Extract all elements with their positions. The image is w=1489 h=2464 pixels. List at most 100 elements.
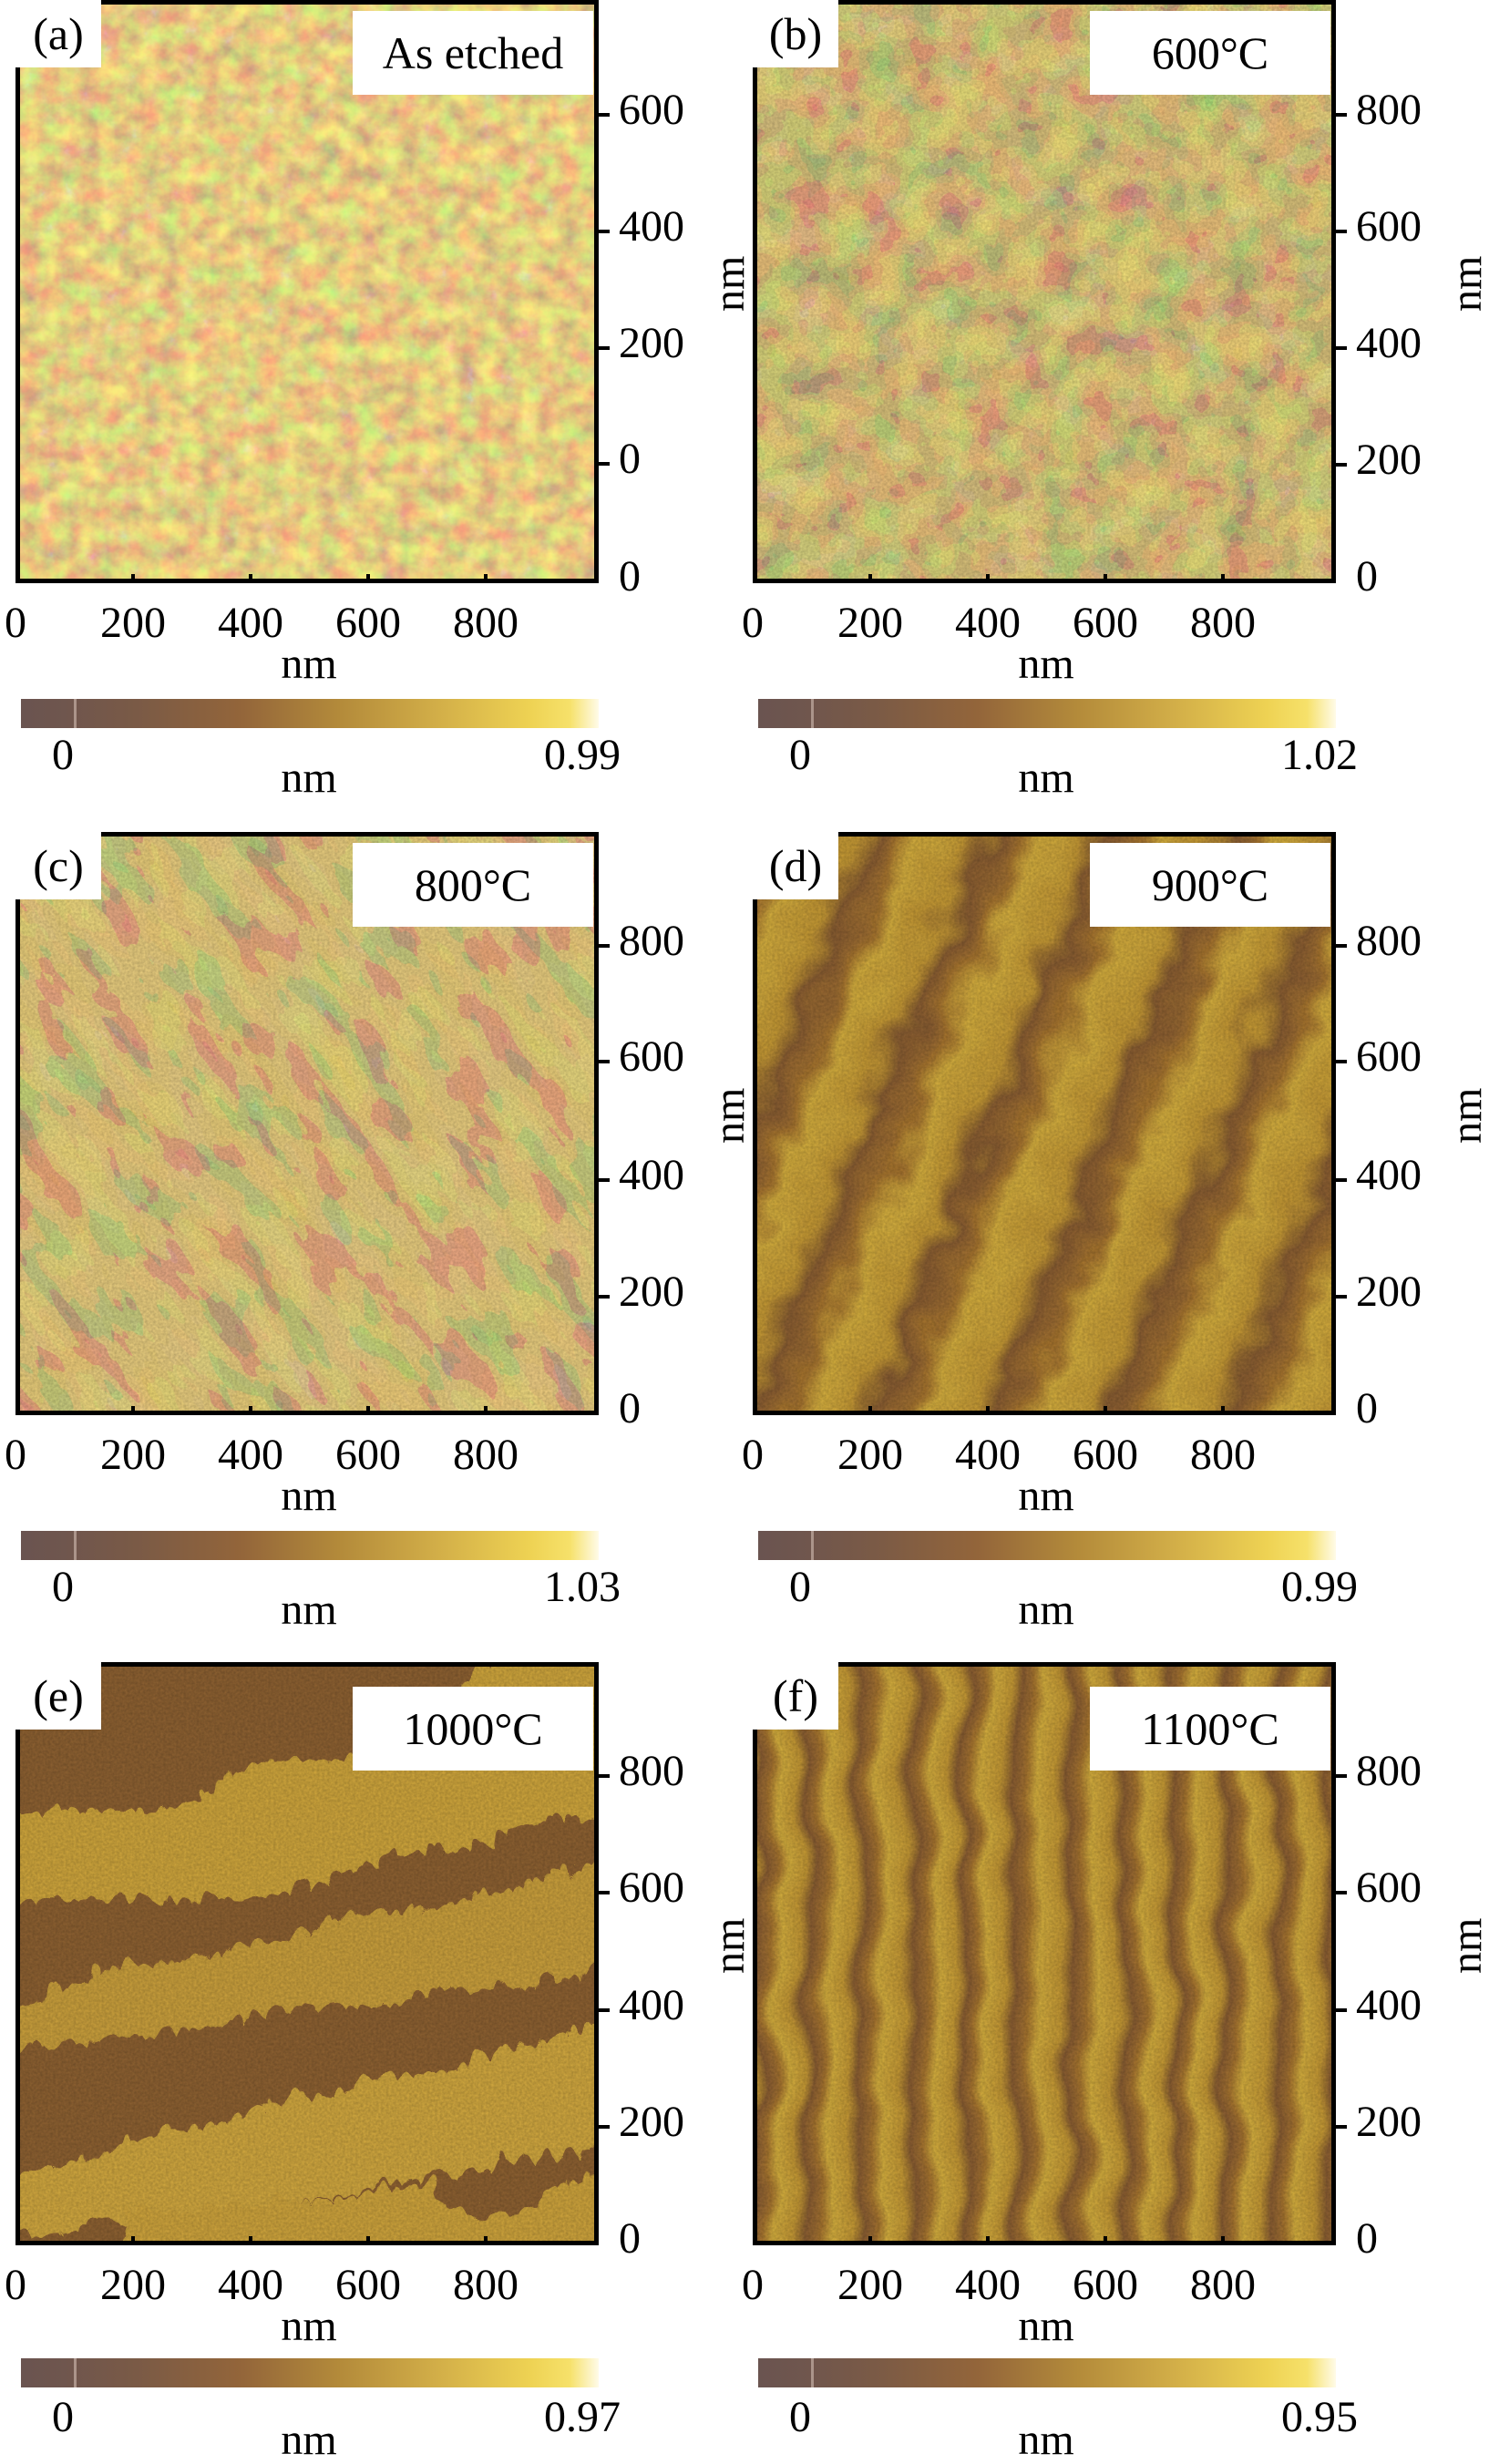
x-tick [484, 1406, 488, 1415]
x-tick-label: 800 [453, 1431, 519, 1479]
colorbar-unit: nm [281, 1586, 337, 1634]
x-tick-label: 600 [335, 2261, 401, 2309]
x-tick [986, 2236, 990, 2245]
x-tick [131, 574, 135, 583]
y-tick: 200 [599, 322, 684, 365]
x-tick-label: 200 [837, 2261, 903, 2309]
colorbar-unit: nm [1018, 754, 1074, 802]
colorbar [758, 699, 1336, 728]
x-axis-title: nm [281, 1472, 337, 1520]
y-tick: 400 [1336, 1154, 1422, 1197]
x-tick-label: 400 [955, 2261, 1021, 2309]
x-axis-title: nm [1018, 2302, 1074, 2350]
x-tick-label: 200 [100, 2261, 166, 2309]
afm-image [15, 832, 599, 1415]
y-tick: 800 [1336, 88, 1422, 132]
x-tick-label: 200 [837, 599, 903, 647]
colorbar-unit: nm [1018, 2416, 1074, 2464]
x-tick [366, 2236, 370, 2245]
x-tick-label: 0 [742, 2261, 764, 2309]
y-axis-title: nm [1443, 1087, 1489, 1144]
condition-label: 800°C [353, 843, 593, 927]
y-tick: 800 [1336, 1750, 1422, 1793]
y-axis-title: nm [705, 255, 754, 312]
y-tick: 0 [619, 552, 641, 601]
x-axis-title: nm [1018, 640, 1074, 688]
y-tick: 0 [1356, 1384, 1378, 1432]
x-tick-label: 400 [218, 599, 283, 647]
y-tick: 400 [599, 1154, 684, 1197]
colorbar-max: 1.02 [1281, 731, 1358, 779]
panel-tag: (e) [15, 1662, 101, 1730]
x-tick-label: 400 [955, 599, 1021, 647]
afm-diagonal-steps-texture [757, 837, 1331, 1411]
colorbar-max: 0.99 [544, 731, 621, 779]
x-tick-label: 400 [218, 1431, 283, 1479]
colorbar-max: 0.99 [1281, 1563, 1358, 1611]
x-axis-title: nm [1018, 1472, 1074, 1520]
colorbar [758, 2358, 1336, 2387]
x-tick [366, 574, 370, 583]
x-tick-label: 200 [837, 1431, 903, 1479]
condition-label: 900°C [1090, 843, 1330, 927]
y-tick: 600 [599, 1866, 684, 1910]
x-tick-label: 200 [100, 599, 166, 647]
y-tick: 200 [599, 2100, 684, 2144]
x-tick-label: 200 [100, 1431, 166, 1479]
afm-islands-texture [757, 5, 1331, 579]
colorbar-min: 0 [52, 731, 74, 779]
colorbar [21, 1531, 599, 1560]
x-tick-label: 600 [335, 1431, 401, 1479]
y-tick: 200 [1336, 2100, 1422, 2144]
y-tick: 0 [1356, 552, 1378, 601]
colorbar-min: 0 [789, 2393, 811, 2441]
condition-label: 600°C [1090, 11, 1330, 95]
y-tick: 600 [599, 88, 684, 132]
y-tick: 800 [1336, 919, 1422, 963]
x-tick-label: 600 [1073, 599, 1138, 647]
y-tick: 400 [1336, 322, 1422, 365]
x-tick-label: 800 [453, 599, 519, 647]
x-tick-label: 0 [742, 599, 764, 647]
x-tick [249, 1406, 252, 1415]
afm-grain-texture [20, 5, 594, 579]
x-tick-label: 600 [1073, 1431, 1138, 1479]
y-tick: 0 [1356, 2214, 1378, 2263]
y-tick: 400 [599, 205, 684, 249]
y-tick: 0 [619, 1384, 641, 1432]
x-tick [1104, 574, 1107, 583]
colorbar-max: 0.95 [1281, 2393, 1358, 2441]
x-tick [131, 2236, 135, 2245]
panel-tag: (b) [753, 0, 838, 67]
y-tick: 0 [599, 437, 641, 481]
x-tick-label: 800 [1190, 599, 1256, 647]
x-tick [1104, 1406, 1107, 1415]
x-tick-label: 800 [1190, 1431, 1256, 1479]
y-tick: 200 [1336, 1270, 1422, 1314]
condition-label: 1100°C [1090, 1687, 1330, 1771]
x-tick [1104, 2236, 1107, 2245]
x-tick-label: 0 [5, 599, 26, 647]
x-tick-label: 600 [1073, 2261, 1138, 2309]
colorbar [21, 2358, 599, 2387]
y-tick: 600 [1336, 1866, 1422, 1910]
colorbar-max: 1.03 [544, 1563, 621, 1611]
x-tick-label: 800 [453, 2261, 519, 2309]
y-tick: 800 [599, 919, 684, 963]
afm-image [15, 0, 599, 583]
x-tick [484, 2236, 488, 2245]
panel-tag: (f) [753, 1662, 838, 1730]
x-tick [1221, 574, 1225, 583]
x-axis-title: nm [281, 2302, 337, 2350]
panel-tag: (d) [753, 832, 838, 899]
x-tick-label: 0 [5, 1431, 26, 1479]
y-tick: 200 [599, 1270, 684, 1314]
x-tick-label: 800 [1190, 2261, 1256, 2309]
x-tick [1221, 1406, 1225, 1415]
colorbar-max: 0.97 [544, 2393, 621, 2441]
x-tick [868, 2236, 872, 2245]
panel-tag: (c) [15, 832, 101, 899]
x-tick-label: 0 [5, 2261, 26, 2309]
colorbar-min: 0 [789, 1563, 811, 1611]
condition-label: 1000°C [353, 1687, 593, 1771]
